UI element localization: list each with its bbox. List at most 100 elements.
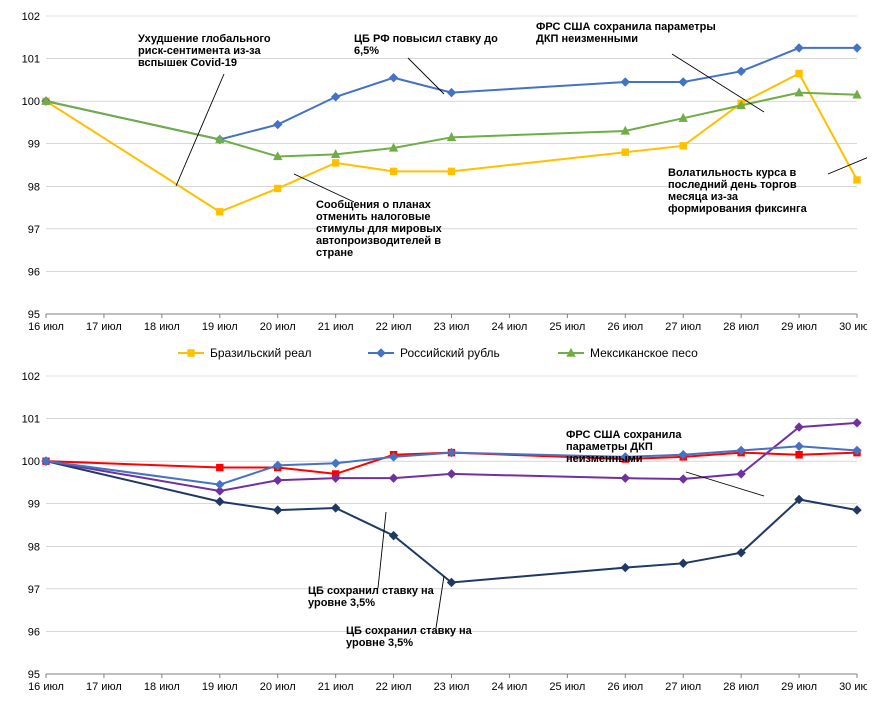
x-tick-label: 16 июл	[28, 681, 64, 693]
annotation-leader	[378, 512, 386, 588]
x-tick-label: 25 июл	[549, 681, 585, 693]
marker-rub	[679, 78, 687, 86]
marker-blue	[216, 481, 224, 489]
y-tick-label: 102	[22, 371, 40, 383]
marker-red	[796, 452, 802, 458]
x-tick-label: 30 июл	[839, 321, 867, 333]
annotation-text: ЦБ сохранил ставку науровне 3,5%	[346, 625, 473, 649]
annotation-leader	[294, 174, 354, 202]
legend-row: Бразильский реалРоссийский рубльМексикан…	[8, 342, 867, 364]
annotation-leader	[436, 576, 444, 628]
x-tick-label: 19 июл	[202, 321, 238, 333]
marker-brl	[680, 143, 686, 149]
marker-navy	[332, 504, 340, 512]
marker-rub	[795, 44, 803, 52]
y-tick-label: 97	[28, 584, 40, 596]
marker-navy	[853, 506, 861, 514]
marker-purple	[274, 476, 282, 484]
marker-blue	[795, 442, 803, 450]
x-tick-label: 17 июл	[86, 681, 122, 693]
y-tick-label: 101	[22, 414, 40, 426]
x-tick-label: 23 июл	[434, 681, 470, 693]
marker-blue	[332, 459, 340, 467]
x-tick-label: 24 июл	[491, 321, 527, 333]
x-tick-label: 20 июл	[260, 321, 296, 333]
marker-brl	[796, 70, 802, 76]
x-tick-label: 28 июл	[723, 681, 759, 693]
chart-2-svg: 95 96 97 98 99 100 101 102 16 июл 17 июл 18 июл 19 …	[8, 368, 867, 698]
x-tick-label: 18 июл	[144, 681, 180, 693]
x-tick-label: 16 июл	[28, 321, 64, 333]
annotation-text: ЦБ сохранил ставку науровне 3,5%	[308, 585, 435, 609]
x-tick-label: 21 июл	[318, 681, 354, 693]
series-navy	[46, 461, 857, 582]
marker-rub	[621, 78, 629, 86]
y-tick-label: 97	[28, 224, 40, 236]
x-tick-label: 18 июл	[144, 321, 180, 333]
y-tick-label: 100	[22, 456, 40, 468]
x-tick-label: 21 июл	[318, 321, 354, 333]
x-tick-label: 19 июл	[202, 681, 238, 693]
legend-label: Бразильский реал	[210, 346, 312, 360]
x-tick-label: 29 июл	[781, 681, 817, 693]
marker-navy	[216, 498, 224, 506]
annotation-leader	[176, 74, 224, 186]
annotation-text: ЦБ РФ повысил ставку до6,5%	[354, 33, 498, 57]
marker-brl	[622, 149, 628, 155]
x-tick-label: 23 июл	[434, 321, 470, 333]
marker-brl	[217, 209, 223, 215]
y-tick-label: 101	[22, 54, 40, 66]
annotation-text: ФРС США сохранилапараметры ДКПнеизменным…	[566, 429, 682, 465]
marker-rub	[390, 74, 398, 82]
marker-rub	[332, 93, 340, 101]
legend-marker	[188, 350, 194, 356]
marker-rub	[737, 67, 745, 75]
chart-2: 95 96 97 98 99 100 101 102 16 июл 17 июл 18 июл 19 …	[8, 368, 867, 698]
y-tick-label: 98	[28, 181, 40, 193]
marker-rub	[274, 121, 282, 129]
legend-svg: Бразильский реалРоссийский рубльМексикан…	[8, 342, 867, 364]
marker-brl	[448, 168, 454, 174]
annotation-text: Волатильность курса впоследний день торг…	[668, 167, 808, 215]
series-mxn	[46, 93, 857, 157]
x-tick-label: 28 июл	[723, 321, 759, 333]
x-tick-label: 17 июл	[86, 321, 122, 333]
marker-brl	[332, 160, 338, 166]
legend-label: Российский рубль	[400, 346, 500, 360]
marker-navy	[679, 559, 687, 567]
marker-rub	[853, 44, 861, 52]
chart-1-svg: 95 96 97 98 99 100 101 102 16 июл 17 июл 18 июл 19 …	[8, 8, 867, 338]
marker-purple	[390, 474, 398, 482]
annotation-leader	[408, 58, 444, 94]
y-tick-label: 96	[28, 266, 40, 278]
y-tick-label: 102	[22, 11, 40, 23]
annotation-text: Сообщения о планахотменить налоговыестим…	[316, 199, 443, 259]
x-tick-label: 29 июл	[781, 321, 817, 333]
legend-marker	[377, 349, 385, 357]
x-tick-label: 20 июл	[260, 681, 296, 693]
marker-brl	[275, 185, 281, 191]
marker-navy	[274, 506, 282, 514]
marker-purple	[621, 474, 629, 482]
y-tick-label: 96	[28, 626, 40, 638]
x-tick-label: 24 июл	[491, 681, 527, 693]
marker-purple	[853, 419, 861, 427]
x-tick-label: 30 июл	[839, 681, 867, 693]
marker-purple	[679, 475, 687, 483]
y-tick-label: 99	[28, 139, 40, 151]
marker-red	[217, 464, 223, 470]
y-tick-label: 100	[22, 96, 40, 108]
annotation-text: ФРС США сохранила параметрыДКП неизменны…	[536, 21, 716, 45]
x-tick-label: 27 июл	[665, 321, 701, 333]
x-tick-label: 22 июл	[376, 321, 412, 333]
y-tick-label: 99	[28, 499, 40, 511]
chart-1: 95 96 97 98 99 100 101 102 16 июл 17 июл 18 июл 19 …	[8, 8, 867, 338]
annotation-text: Ухудшение глобальногориск-сентимента из-…	[138, 33, 271, 69]
x-tick-label: 25 июл	[549, 321, 585, 333]
y-tick-label: 98	[28, 541, 40, 553]
x-tick-label: 22 июл	[376, 681, 412, 693]
marker-brl	[854, 177, 860, 183]
x-tick-label: 26 июл	[607, 681, 643, 693]
y-tick-label: 95	[28, 669, 40, 681]
y-tick-label: 95	[28, 309, 40, 321]
